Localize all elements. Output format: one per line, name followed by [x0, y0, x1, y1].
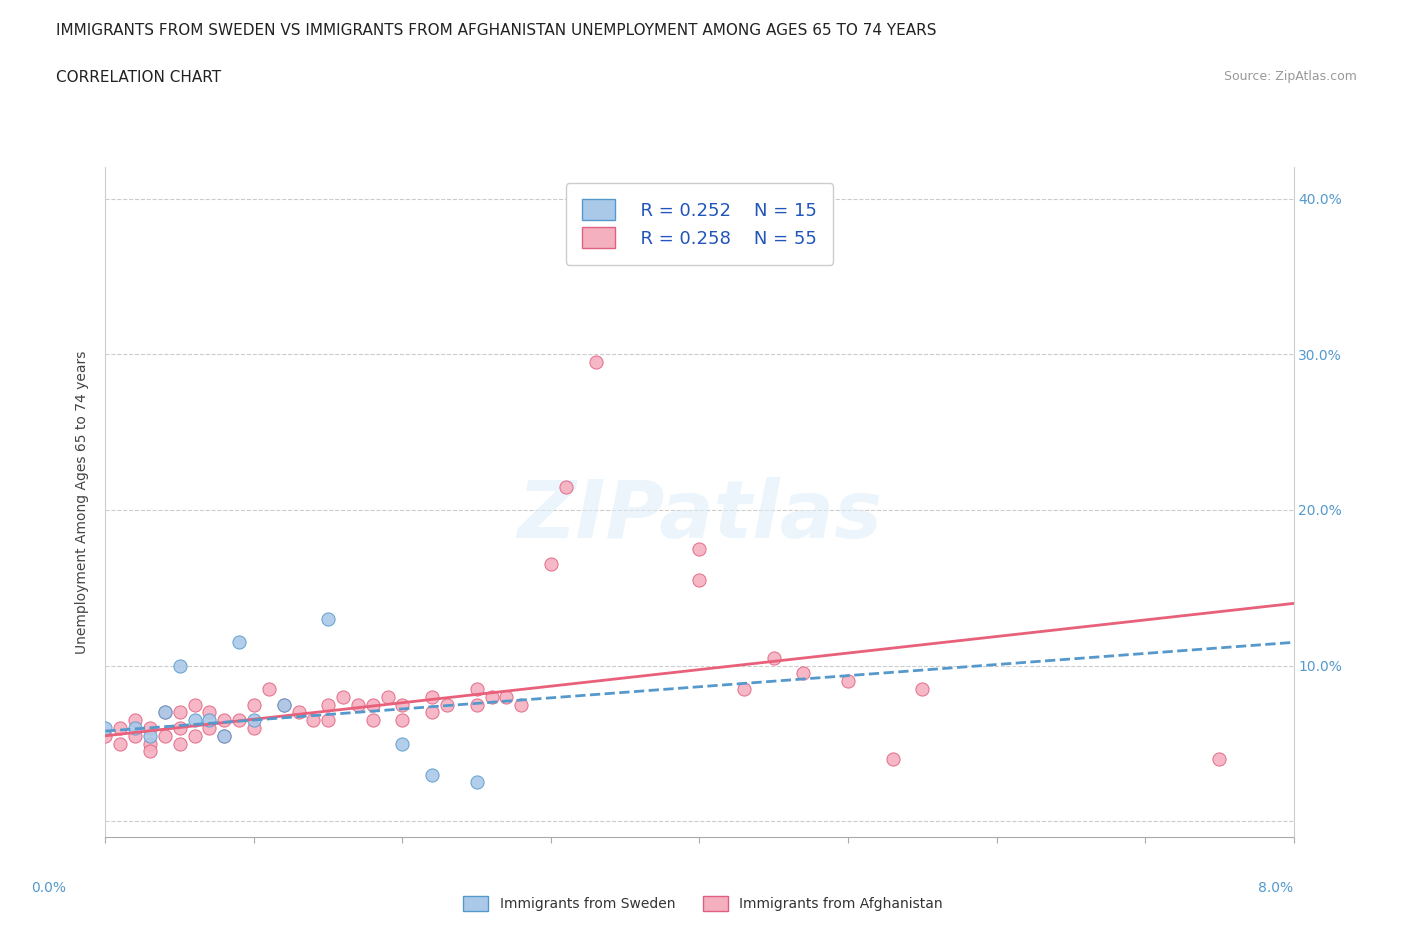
Y-axis label: Unemployment Among Ages 65 to 74 years: Unemployment Among Ages 65 to 74 years [76, 351, 90, 654]
Text: ZIPatlas: ZIPatlas [517, 476, 882, 554]
Point [110, 721, 132, 736]
Point [287, 705, 309, 720]
Point [228, 712, 250, 727]
Point [837, 674, 859, 689]
Point [689, 573, 711, 588]
Point [420, 767, 443, 782]
Point [510, 698, 533, 712]
Point [689, 541, 711, 556]
Point [316, 712, 339, 727]
Point [124, 721, 146, 736]
Point [183, 728, 205, 743]
Point [332, 689, 354, 704]
Point [361, 712, 384, 727]
Point [436, 698, 458, 712]
Point [169, 721, 191, 736]
Point [169, 705, 191, 720]
Text: IMMIGRANTS FROM SWEDEN VS IMMIGRANTS FROM AFGHANISTAN UNEMPLOYMENT AMONG AGES 65: IMMIGRANTS FROM SWEDEN VS IMMIGRANTS FRO… [56, 23, 936, 38]
Point [540, 557, 562, 572]
Point [911, 682, 934, 697]
Point [139, 728, 162, 743]
Point [169, 658, 191, 673]
Point [124, 728, 146, 743]
Point [882, 751, 904, 766]
Point [391, 698, 413, 712]
Point [273, 698, 295, 712]
Point [198, 712, 221, 727]
Point [554, 479, 576, 494]
Point [391, 712, 413, 727]
Point [762, 650, 785, 665]
Text: 0.0%: 0.0% [31, 881, 66, 895]
Point [733, 682, 755, 697]
Point [243, 698, 266, 712]
Point [110, 737, 132, 751]
Point [465, 775, 488, 790]
Point [273, 698, 295, 712]
Point [792, 666, 814, 681]
Point [214, 728, 236, 743]
Point [420, 689, 443, 704]
Point [169, 737, 191, 751]
Point [465, 682, 488, 697]
Point [139, 737, 162, 751]
Point [153, 705, 176, 720]
Text: CORRELATION CHART: CORRELATION CHART [56, 70, 221, 85]
Point [94, 728, 117, 743]
Point [257, 682, 280, 697]
Point [214, 728, 236, 743]
Point [94, 721, 117, 736]
Point [377, 689, 399, 704]
Point [228, 635, 250, 650]
Point [214, 712, 236, 727]
Point [139, 744, 162, 759]
Point [139, 721, 162, 736]
Point [495, 689, 517, 704]
Point [420, 705, 443, 720]
Point [361, 698, 384, 712]
Point [481, 689, 503, 704]
Point [243, 721, 266, 736]
Point [465, 698, 488, 712]
Point [391, 737, 413, 751]
Point [243, 712, 266, 727]
Text: Source: ZipAtlas.com: Source: ZipAtlas.com [1223, 70, 1357, 83]
Point [198, 705, 221, 720]
Legend: Immigrants from Sweden, Immigrants from Afghanistan: Immigrants from Sweden, Immigrants from … [457, 889, 949, 919]
Point [347, 698, 370, 712]
Point [153, 705, 176, 720]
Point [302, 712, 325, 727]
Point [183, 698, 205, 712]
Point [1208, 751, 1230, 766]
Point [316, 612, 339, 627]
Legend:   R = 0.252    N = 15,   R = 0.258    N = 55: R = 0.252 N = 15, R = 0.258 N = 55 [565, 183, 834, 264]
Point [198, 721, 221, 736]
Text: 8.0%: 8.0% [1258, 881, 1294, 895]
Point [585, 354, 607, 369]
Point [316, 698, 339, 712]
Point [124, 712, 146, 727]
Point [153, 728, 176, 743]
Point [183, 712, 205, 727]
